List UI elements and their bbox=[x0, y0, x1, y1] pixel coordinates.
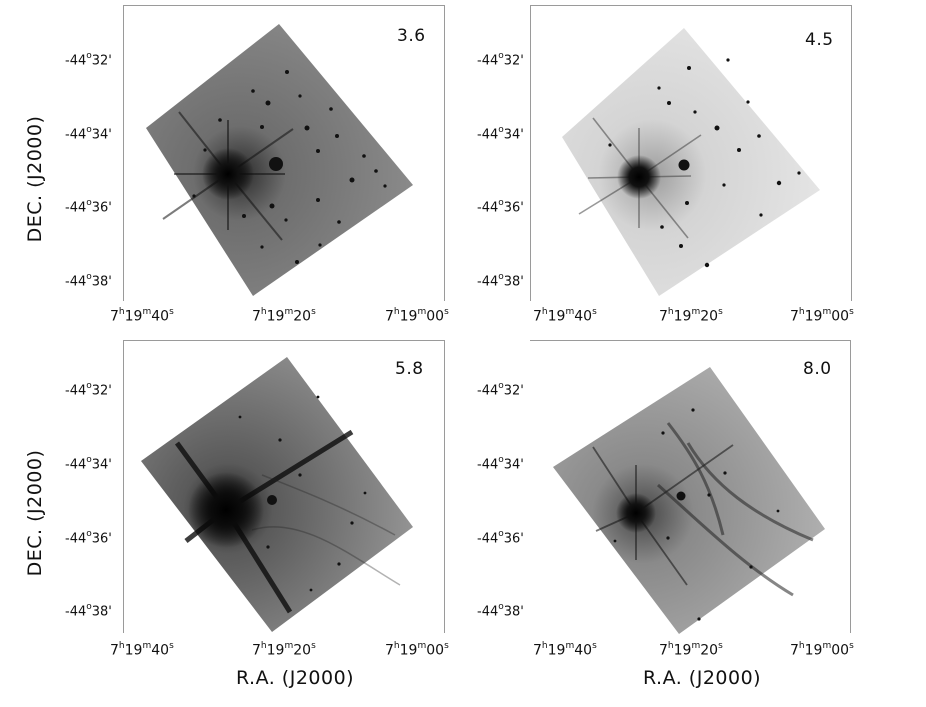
dec-tick-label: -44o32' bbox=[477, 381, 524, 399]
band-label: 4.5 bbox=[805, 30, 834, 50]
ra-tick-label: 7h19m40s bbox=[110, 307, 174, 325]
band-label: 3.6 bbox=[397, 26, 426, 46]
dec-tick-label: -44o38' bbox=[477, 602, 524, 620]
sky-image-5-8 bbox=[141, 357, 413, 632]
band-label: 8.0 bbox=[803, 359, 832, 379]
ra-tick-label: 7h19m20s bbox=[252, 307, 316, 325]
sky-image-8-0 bbox=[553, 367, 825, 634]
ra-tick-label: 7h19m00s bbox=[385, 641, 449, 659]
dec-tick-label: -44o36' bbox=[65, 529, 112, 547]
ra-tick-label: 7h19m00s bbox=[790, 307, 854, 325]
dec-tick-label: -44o32' bbox=[65, 51, 112, 69]
dec-tick-label: -44o32' bbox=[477, 51, 524, 69]
dec-tick-label: -44o36' bbox=[477, 529, 524, 547]
sky-image-4-5 bbox=[562, 28, 820, 296]
dec-tick-label: -44o34' bbox=[65, 125, 112, 143]
panel-3-6: 3.6 -44o32' -44o34' -44o36' -44o38' 7h19… bbox=[0, 0, 463, 335]
dec-tick-label: -44o32' bbox=[65, 381, 112, 399]
sky-image-3-6 bbox=[146, 24, 413, 296]
ra-tick-label: 7h19m40s bbox=[533, 307, 597, 325]
y-axis-title: DEC. (J2000) bbox=[24, 115, 46, 243]
panel-5-8: 5.8 -44o32' -44o34' -44o36' -44o38' 7h19… bbox=[0, 335, 463, 707]
dec-tick-label: -44o34' bbox=[477, 125, 524, 143]
dec-tick-label: -44o38' bbox=[65, 272, 112, 290]
ra-tick-label: 7h19m40s bbox=[533, 641, 597, 659]
x-axis-title: R.A. (J2000) bbox=[236, 667, 355, 689]
panel-8-0: 8.0 -44o32' -44o34' -44o36' -44o38' 7h19… bbox=[463, 335, 926, 707]
y-axis-title: DEC. (J2000) bbox=[24, 449, 46, 577]
ra-tick-label: 7h19m00s bbox=[790, 641, 854, 659]
dec-tick-label: -44o34' bbox=[65, 455, 112, 473]
ra-tick-label: 7h19m20s bbox=[659, 641, 723, 659]
ra-tick-label: 7h19m20s bbox=[659, 307, 723, 325]
panel-4-5: 4.5 -44o32' -44o34' -44o36' -44o38' 7h19… bbox=[463, 0, 926, 335]
band-label: 5.8 bbox=[395, 359, 424, 379]
dec-tick-label: -44o38' bbox=[65, 602, 112, 620]
x-axis-title: R.A. (J2000) bbox=[643, 667, 762, 689]
dec-tick-label: -44o34' bbox=[477, 455, 524, 473]
dec-tick-label: -44o36' bbox=[65, 198, 112, 216]
dec-tick-label: -44o38' bbox=[477, 272, 524, 290]
ra-tick-label: 7h19m40s bbox=[110, 641, 174, 659]
ra-tick-label: 7h19m20s bbox=[252, 641, 316, 659]
dec-tick-label: -44o36' bbox=[477, 198, 524, 216]
ra-tick-label: 7h19m00s bbox=[385, 307, 449, 325]
